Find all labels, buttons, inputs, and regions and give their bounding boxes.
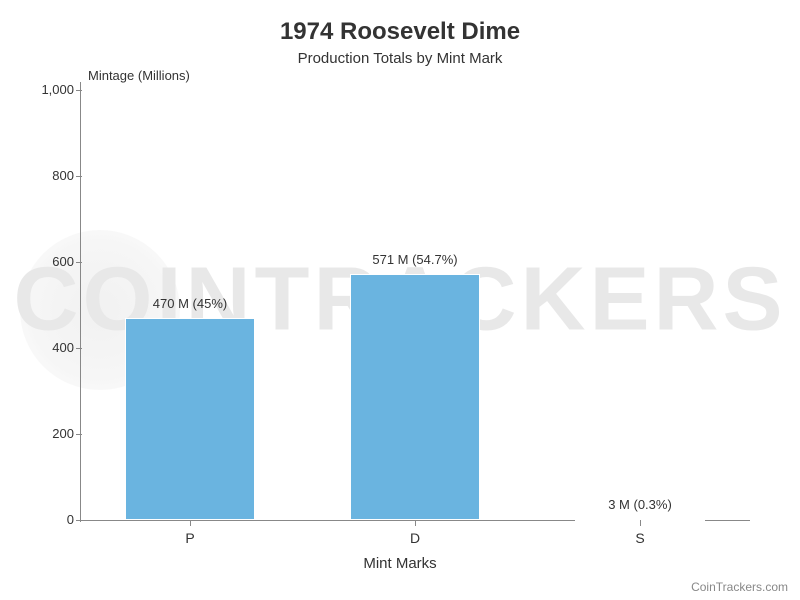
bar [125,318,255,520]
y-tick-mark [76,262,82,263]
chart-subtitle: Production Totals by Mint Mark [0,46,800,67]
x-tick-mark [415,520,416,526]
y-tick-label: 600 [14,254,74,269]
bar [350,274,480,520]
y-tick-label: 200 [14,426,74,441]
y-tick-label: 1,000 [14,82,74,97]
y-tick-label: 0 [14,512,74,527]
x-tick-label: P [140,530,240,546]
x-tick-label: S [590,530,690,546]
bar-value-label: 571 M (54.7%) [335,252,495,267]
chart-credit: CoinTrackers.com [691,580,788,594]
bar-value-label: 3 M (0.3%) [560,497,720,512]
y-tick-mark [76,90,82,91]
chart-title: 1974 Roosevelt Dime [0,0,800,46]
x-tick-label: D [365,530,465,546]
x-axis-title: Mint Marks [0,555,800,572]
y-tick-label: 800 [14,168,74,183]
y-tick-mark [76,520,82,521]
y-tick-label: 400 [14,340,74,355]
chart-container: 1974 Roosevelt Dime Production Totals by… [0,0,800,600]
x-tick-mark [190,520,191,526]
y-tick-mark [76,176,82,177]
y-axis-title: Mintage (Millions) [88,68,190,83]
bar-value-label: 470 M (45%) [110,296,270,311]
y-tick-mark [76,348,82,349]
y-tick-mark [76,434,82,435]
y-axis-line [80,82,81,522]
x-tick-mark [640,520,641,526]
